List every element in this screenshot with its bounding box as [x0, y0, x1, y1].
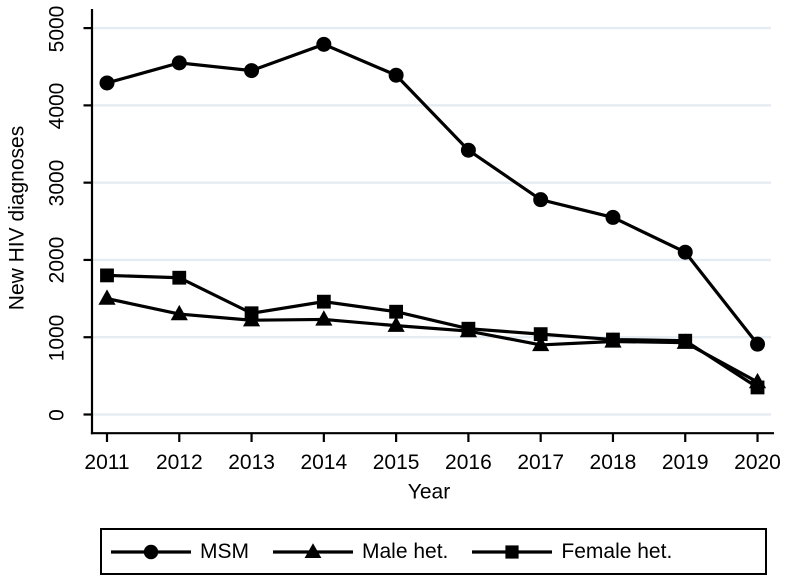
legend-item-female-het: Female het.	[472, 540, 672, 564]
y-axis-title: New HIV diagnoses	[5, 125, 29, 311]
y-tick-label: 5000	[45, 5, 69, 52]
gridlines	[93, 26, 771, 416]
x-tick-label: 2015	[372, 451, 420, 474]
x-tick-label: 2014	[300, 451, 348, 474]
x-tick-label: 2013	[228, 451, 275, 474]
series-female-het	[100, 268, 765, 395]
y-tick-label: 4000	[45, 82, 69, 130]
y-tick-label: 2000	[45, 237, 69, 284]
x-tick-label: 2012	[155, 451, 203, 474]
x-tick-label: 2017	[517, 451, 565, 474]
y-tick-label: 0	[45, 409, 69, 421]
legend-label: Female het.	[561, 539, 673, 563]
legend-item-male-het: Male het.	[273, 540, 448, 564]
legend-label: MSM	[200, 539, 249, 563]
axes	[83, 9, 774, 442]
legend-item-msm: MSM	[111, 540, 249, 564]
legend-circle-marker-icon	[111, 544, 191, 559]
y-tick-label: 1000	[45, 314, 69, 362]
legend-label: Male het.	[362, 539, 449, 563]
series-msm	[99, 36, 766, 352]
legend-triangle-marker-icon	[273, 542, 353, 558]
legend-square-marker-icon	[472, 544, 553, 559]
x-tick-label: 2018	[589, 451, 637, 474]
x-axis-title: Year	[407, 480, 451, 504]
x-tick-label: 2011	[84, 451, 130, 474]
x-tick-label: 2019	[661, 451, 709, 474]
x-tick-label: 2020	[734, 451, 781, 474]
legend: MSM Male het. Female het.	[100, 528, 767, 575]
x-tick-label: 2016	[445, 451, 492, 474]
y-tick-label: 3000	[45, 159, 69, 207]
